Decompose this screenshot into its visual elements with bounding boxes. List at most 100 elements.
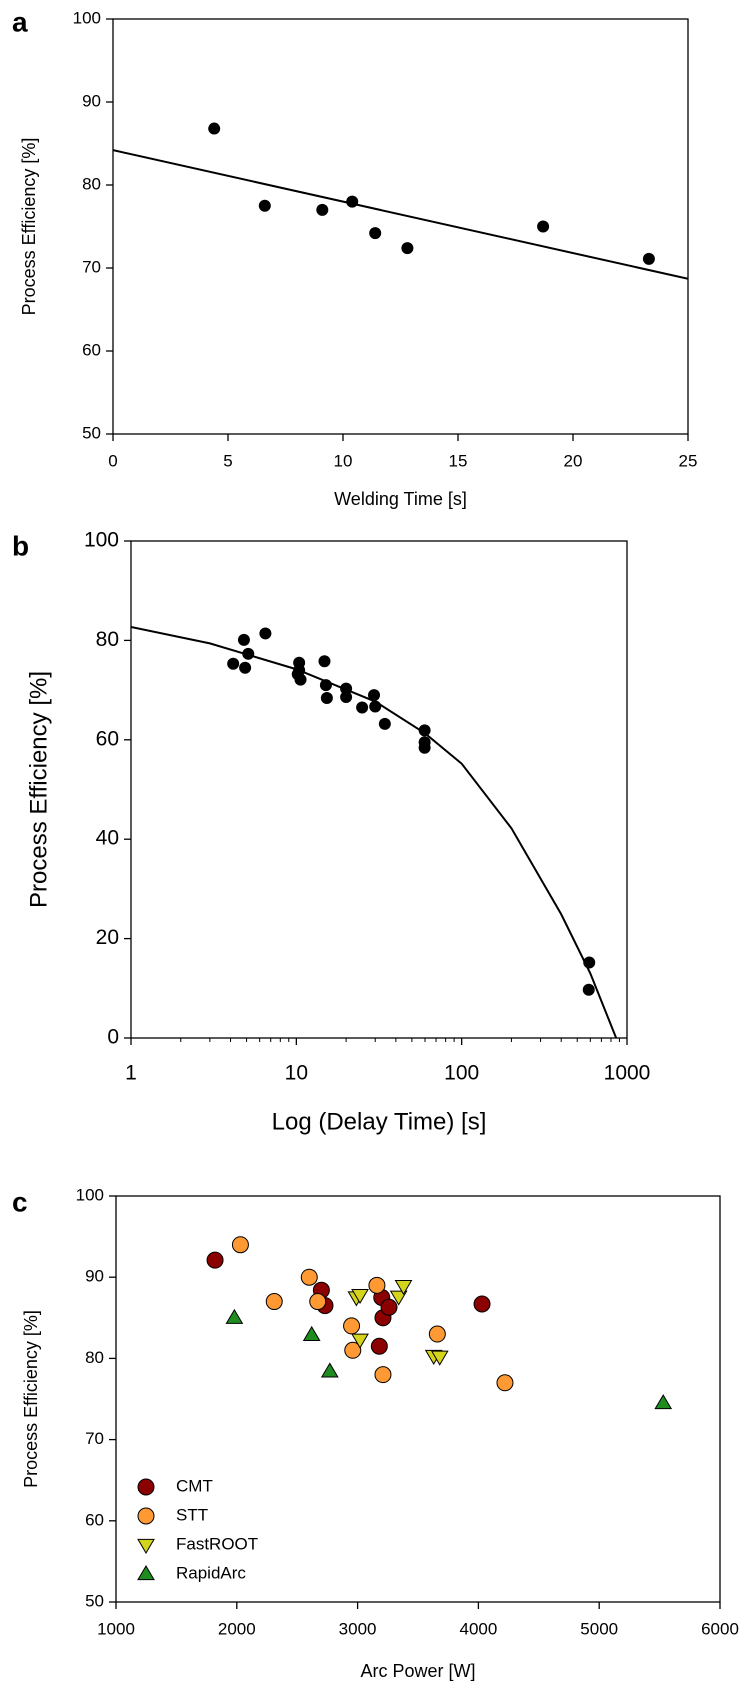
y-tick-label: 80 bbox=[85, 1348, 104, 1367]
data-point bbox=[378, 717, 391, 730]
y-tick-label: 50 bbox=[85, 1591, 104, 1610]
data-point bbox=[343, 1317, 361, 1335]
y-tick-label: 80 bbox=[96, 628, 119, 651]
y-tick-label: 60 bbox=[85, 1510, 104, 1529]
x-tick-label: 15 bbox=[449, 451, 468, 470]
data-point bbox=[300, 1268, 318, 1286]
legend-marker bbox=[137, 1538, 155, 1554]
data-point bbox=[374, 1366, 392, 1384]
data-point bbox=[428, 1325, 446, 1343]
legend-marker bbox=[137, 1565, 155, 1581]
y-axis-title: Process Efficiency [%] bbox=[19, 138, 39, 316]
legend-label: STT bbox=[176, 1505, 208, 1524]
y-axis-title: Process Efficiency [%] bbox=[25, 671, 52, 908]
legend-label: CMT bbox=[176, 1476, 213, 1495]
legend-label: FastROOT bbox=[176, 1534, 258, 1553]
data-point bbox=[430, 1350, 449, 1366]
data-point bbox=[351, 1288, 369, 1305]
data-point bbox=[368, 689, 381, 702]
data-point bbox=[583, 956, 596, 969]
x-tick-label: 6000 bbox=[701, 1619, 739, 1638]
data-point bbox=[227, 657, 240, 670]
data-point bbox=[654, 1394, 673, 1410]
data-point bbox=[242, 647, 255, 660]
data-point bbox=[258, 199, 271, 212]
data-point bbox=[473, 1295, 491, 1313]
fit-line bbox=[131, 626, 618, 1038]
plot-frame bbox=[130, 540, 628, 1039]
data-point bbox=[344, 1341, 362, 1359]
x-tick-label: 25 bbox=[679, 451, 698, 470]
legend-marker bbox=[137, 1478, 155, 1496]
x-tick-label: 10 bbox=[285, 1062, 308, 1085]
panel-label: c bbox=[12, 1186, 28, 1217]
data-point bbox=[340, 682, 353, 695]
panel-label: a bbox=[12, 6, 28, 37]
data-point bbox=[401, 242, 414, 255]
y-tick-label: 100 bbox=[84, 529, 119, 552]
y-tick-label: 60 bbox=[82, 340, 101, 359]
data-point bbox=[642, 252, 655, 265]
data-point bbox=[537, 220, 550, 233]
y-tick-label: 100 bbox=[73, 8, 101, 27]
data-point bbox=[582, 983, 595, 996]
data-point bbox=[351, 1333, 369, 1349]
data-point bbox=[389, 1290, 408, 1306]
y-axis-title: Process Efficiency [%] bbox=[21, 1310, 41, 1488]
y-tick-label: 100 bbox=[76, 1185, 104, 1204]
data-point bbox=[346, 195, 359, 208]
data-point bbox=[294, 673, 307, 686]
fit-line bbox=[113, 149, 688, 280]
x-tick-label: 10 bbox=[334, 451, 353, 470]
data-point bbox=[318, 655, 331, 668]
data-point bbox=[496, 1374, 514, 1392]
y-tick-label: 70 bbox=[82, 257, 101, 276]
y-tick-label: 50 bbox=[82, 423, 101, 442]
data-point bbox=[369, 700, 382, 713]
x-tick-label: 20 bbox=[564, 451, 583, 470]
data-point bbox=[418, 724, 431, 737]
y-tick-label: 0 bbox=[107, 1026, 119, 1049]
x-tick-label: 5 bbox=[223, 451, 232, 470]
y-tick-label: 20 bbox=[96, 926, 119, 949]
panel-label: b bbox=[12, 530, 29, 561]
plot-frame bbox=[115, 1195, 721, 1603]
y-tick-label: 60 bbox=[96, 727, 119, 750]
x-tick-label: 1 bbox=[125, 1062, 137, 1085]
data-point bbox=[208, 122, 221, 135]
y-tick-label: 70 bbox=[85, 1429, 104, 1448]
data-point bbox=[206, 1251, 224, 1269]
x-tick-label: 2000 bbox=[218, 1619, 256, 1638]
data-point bbox=[368, 1276, 386, 1294]
data-point bbox=[316, 203, 329, 216]
data-point bbox=[231, 1236, 249, 1254]
y-tick-label: 40 bbox=[96, 827, 119, 850]
x-tick-label: 4000 bbox=[459, 1619, 497, 1638]
data-point bbox=[259, 627, 272, 640]
x-axis-title: Arc Power [W] bbox=[360, 1661, 475, 1681]
data-point bbox=[370, 1337, 388, 1355]
x-axis-title: Log (Delay Time) [s] bbox=[272, 1108, 487, 1135]
data-point bbox=[319, 679, 332, 692]
legend-marker bbox=[137, 1507, 155, 1525]
x-tick-label: 5000 bbox=[580, 1619, 618, 1638]
plot-frame bbox=[112, 18, 689, 435]
data-point bbox=[237, 633, 250, 646]
data-point bbox=[320, 692, 333, 705]
data-point bbox=[309, 1293, 327, 1311]
y-tick-label: 90 bbox=[82, 91, 101, 110]
y-tick-label: 90 bbox=[85, 1267, 104, 1286]
data-point bbox=[340, 691, 353, 704]
data-point bbox=[394, 1280, 413, 1296]
x-tick-label: 1000 bbox=[97, 1619, 135, 1638]
x-tick-label: 3000 bbox=[339, 1619, 377, 1638]
data-point bbox=[320, 1362, 339, 1378]
legend-label: RapidArc bbox=[176, 1563, 246, 1582]
data-point bbox=[380, 1298, 398, 1316]
data-point bbox=[265, 1293, 283, 1311]
data-point bbox=[356, 701, 369, 714]
data-point bbox=[418, 741, 431, 754]
x-tick-label: 1000 bbox=[604, 1062, 651, 1085]
x-tick-label: 0 bbox=[108, 451, 117, 470]
